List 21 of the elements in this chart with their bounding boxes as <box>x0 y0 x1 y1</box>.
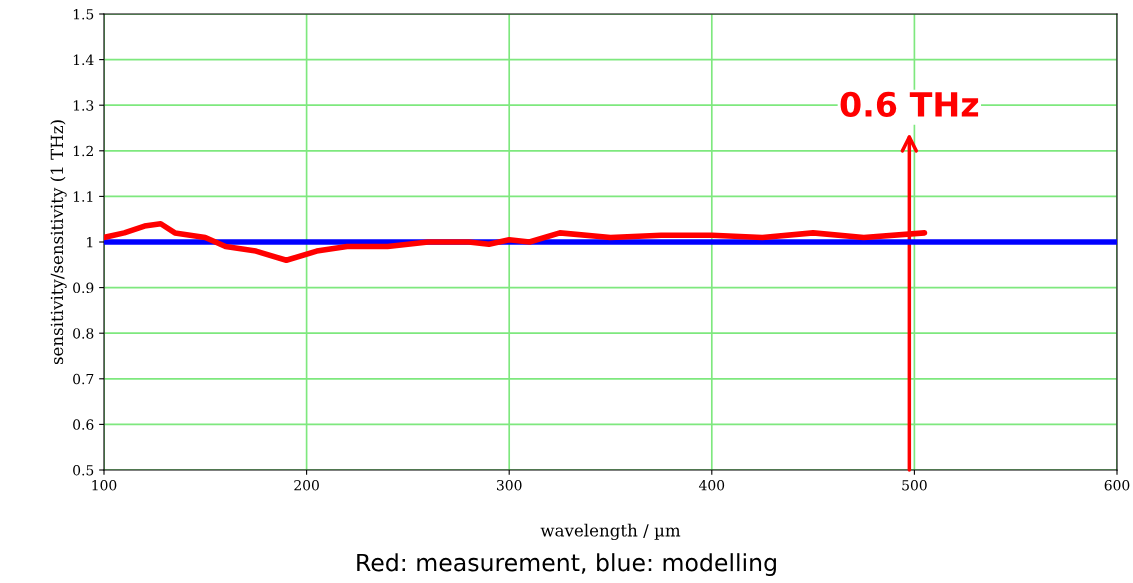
annotation: 0.6 THz <box>840 91 979 117</box>
y-axis-title: sensitivity/sensitivity (1 THz) <box>50 120 67 365</box>
x-tick-label: 200 <box>294 479 319 491</box>
y-tick-label: 1.4 <box>73 54 94 66</box>
y-tick-label: 0.8 <box>73 328 94 339</box>
x-tick-label: 600 <box>1104 479 1130 491</box>
x-tick-label: 100 <box>92 479 117 491</box>
y-tick-label: 0.7 <box>73 373 94 385</box>
x-tick-label: 500 <box>902 479 927 491</box>
y-tick-label: 1.2 <box>73 145 93 157</box>
text: Red: measurement, blue: modelling <box>357 553 776 576</box>
y-tick-label: 0.6 <box>73 419 94 430</box>
y-tick-label: 0.5 <box>73 464 94 476</box>
y-tick-label: 1.5 <box>73 8 94 20</box>
y-tick-label: 1.1 <box>73 191 93 202</box>
x-tick-label: 300 <box>497 479 522 491</box>
x-axis-title: wavelength / µm <box>540 523 681 541</box>
x-tick-label: 400 <box>698 479 725 491</box>
y-tick-label: 1 <box>87 236 93 248</box>
y-tick-label: 0.9 <box>73 282 94 294</box>
y-tick-label: 1.3 <box>73 100 94 111</box>
